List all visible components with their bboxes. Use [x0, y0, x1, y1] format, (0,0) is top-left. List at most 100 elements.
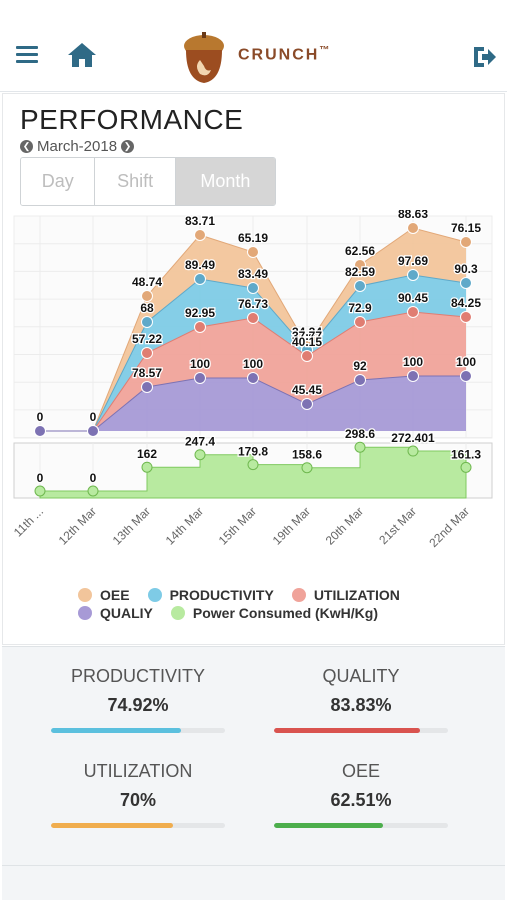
- data-label: 82.59: [345, 265, 375, 279]
- data-point: [141, 381, 153, 393]
- x-tick-label: 11th ...: [11, 504, 46, 539]
- data-point: [194, 273, 206, 285]
- data-point: [460, 277, 472, 289]
- x-tick-label: 13th Mar: [110, 504, 153, 547]
- data-label: 100: [456, 355, 476, 369]
- data-point: [301, 398, 313, 410]
- data-point: [194, 321, 206, 333]
- data-point: [141, 290, 153, 302]
- data-point: [301, 350, 313, 362]
- data-point: [407, 306, 419, 318]
- month-label: March-2018: [37, 138, 118, 155]
- data-point: [354, 259, 366, 271]
- month-navigator: ❮ March-2018 ❯: [20, 138, 135, 155]
- data-point: [407, 445, 419, 457]
- data-label: 65.19: [238, 231, 268, 245]
- x-tick-label: 20th Mar: [323, 504, 366, 547]
- logout-icon[interactable]: [470, 44, 498, 70]
- data-label: 162: [137, 447, 157, 461]
- legend-item-quality[interactable]: QUALIY: [78, 605, 153, 621]
- kpi-panel: [2, 646, 505, 900]
- data-point: [247, 372, 259, 384]
- tab-month[interactable]: Month: [175, 158, 275, 205]
- data-point: [354, 374, 366, 386]
- data-point: [301, 462, 313, 474]
- data-point: [460, 311, 472, 323]
- data-point: [460, 461, 472, 473]
- data-label: 68: [140, 301, 154, 315]
- data-label: 34.24: [292, 325, 322, 339]
- period-selector: Day Shift Month: [20, 157, 276, 206]
- data-point: [34, 425, 46, 437]
- data-label: 0: [37, 471, 44, 485]
- x-tick-label: 22nd Mar: [426, 504, 472, 550]
- data-label: 0: [90, 410, 97, 424]
- data-label: 57.22: [132, 332, 162, 346]
- kpi-productivity: PRODUCTIVITY 74.92%: [51, 666, 225, 733]
- area-utilization: [40, 312, 466, 431]
- x-tick-label: 19th Mar: [270, 504, 313, 547]
- data-point: [354, 280, 366, 292]
- x-tick-label: 15th Mar: [216, 504, 259, 547]
- progress-fill: [51, 823, 173, 828]
- data-point: [247, 459, 259, 471]
- data-label: 90.45: [398, 291, 428, 305]
- kpi-label: OEE: [341, 761, 380, 781]
- legend-item-power[interactable]: Power Consumed (KwH/Kg): [170, 605, 378, 621]
- menu-icon[interactable]: [16, 44, 40, 66]
- data-point: [141, 461, 153, 473]
- data-label: 89.49: [185, 258, 215, 272]
- data-point: [141, 347, 153, 359]
- area-productivity: [40, 275, 466, 431]
- acorn-logo-icon: [184, 32, 224, 83]
- data-point: [141, 316, 153, 328]
- data-point: [247, 246, 259, 258]
- progress-fill: [51, 728, 182, 733]
- chevron-right-icon[interactable]: ❯: [121, 140, 135, 153]
- data-label: 83.71: [185, 214, 215, 228]
- data-label: 40.15: [292, 335, 322, 349]
- data-point: [34, 485, 46, 497]
- data-label: 179.8: [238, 445, 268, 459]
- data-label: 48.74: [132, 275, 162, 289]
- kpi-value: 74.92%: [107, 695, 169, 715]
- chart-legend: OEE PRODUCTIVITY UTILIZATION QUALIY Powe…: [78, 586, 458, 622]
- progress-bar: [51, 728, 225, 733]
- data-point: [407, 269, 419, 281]
- legend-item-productivity[interactable]: PRODUCTIVITY: [147, 587, 274, 603]
- progress-fill: [274, 823, 383, 828]
- area-oee: [40, 228, 466, 431]
- data-label: 84.25: [451, 296, 481, 310]
- data-label: 298.6: [345, 427, 375, 441]
- data-label: 100: [190, 357, 210, 371]
- data-label: 92.95: [185, 306, 215, 320]
- page-title: PERFORMANCE: [20, 104, 244, 135]
- top-bar: CRUNCH™: [0, 0, 507, 92]
- kpi-oee: OEE 62.51%: [274, 761, 448, 828]
- chevron-left-icon[interactable]: ❮: [20, 140, 33, 153]
- data-point: [247, 312, 259, 324]
- legend-item-oee[interactable]: OEE: [78, 587, 130, 603]
- data-label: 76.15: [451, 221, 481, 235]
- kpi-quality: QUALITY 83.83%: [274, 666, 448, 733]
- data-point: [407, 222, 419, 234]
- legend-item-utilization[interactable]: UTILIZATION: [291, 587, 400, 603]
- data-label: 72.9: [348, 301, 372, 315]
- data-label: 78.57: [132, 366, 162, 380]
- data-label: 100: [403, 355, 423, 369]
- progress-bar: [51, 823, 225, 828]
- tab-shift[interactable]: Shift: [95, 158, 176, 205]
- data-label: 0: [90, 471, 97, 485]
- data-point: [194, 229, 206, 241]
- tab-day[interactable]: Day: [21, 158, 96, 205]
- data-point: [247, 282, 259, 294]
- home-icon[interactable]: [66, 40, 98, 70]
- data-label: 247.4: [185, 435, 215, 449]
- data-label: 100: [243, 357, 263, 371]
- data-point: [87, 425, 99, 437]
- performance-chart: 0 0 48.74 83.71 65.19 34.24 62.56 88.63 76.15 68 8…: [11, 210, 493, 550]
- data-label: 88.63: [398, 210, 428, 221]
- kpi-label: QUALITY: [322, 666, 400, 686]
- kpi-label: UTILIZATION: [83, 761, 193, 781]
- logo-text: CRUNCH™: [238, 45, 332, 64]
